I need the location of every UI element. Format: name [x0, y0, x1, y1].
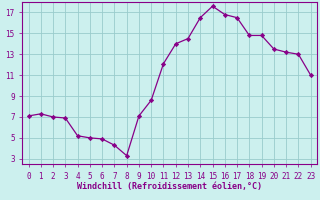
X-axis label: Windchill (Refroidissement éolien,°C): Windchill (Refroidissement éolien,°C): [77, 182, 262, 191]
